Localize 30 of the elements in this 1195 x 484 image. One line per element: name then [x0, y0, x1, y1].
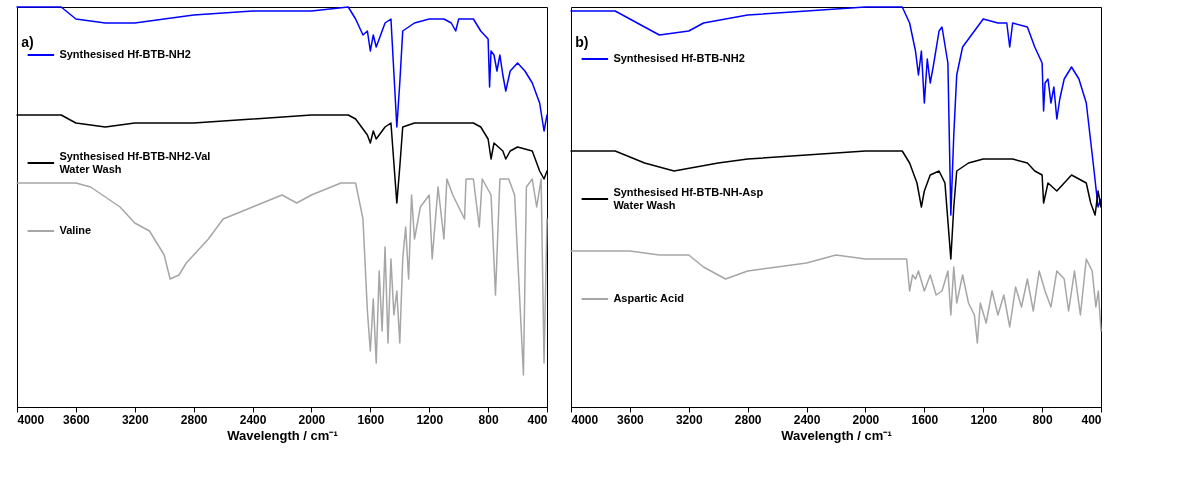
legend-label: Synthesised Hf-BTB-NH2 — [59, 48, 191, 60]
legend-label: Synthesised Hf-BTB-NH2-Val Water Wash — [59, 149, 211, 175]
x-tick-label: 3200 — [675, 412, 703, 427]
x-tick-label: 1200 — [970, 412, 998, 427]
x-tick-label: 400 — [1081, 412, 1102, 427]
x-tick-label: 4000 — [17, 412, 45, 427]
x-tick-label: 2400 — [793, 412, 821, 427]
text: a) — [21, 34, 34, 51]
x-tick-label: 800 — [478, 412, 499, 427]
x-tick-label: 400 — [527, 412, 548, 427]
x-tick-label: 1600 — [357, 412, 385, 427]
x-tick-label: 2800 — [180, 412, 208, 427]
x-tick-label: 4000 — [571, 412, 599, 427]
legend-label: Aspartic Acid — [613, 292, 684, 304]
x-tick-label: 2800 — [734, 412, 762, 427]
legend-label: Valine — [59, 224, 92, 236]
x-tick-label: 2000 — [852, 412, 880, 427]
x-tick-label: 3600 — [617, 412, 645, 427]
x-tick-label: 2400 — [239, 412, 267, 427]
x-tick-label: 1600 — [911, 412, 939, 427]
legend-label: Synthesised Hf-BTB-NH-Asp Water Wash — [613, 185, 764, 211]
text: b) — [575, 34, 589, 51]
x-axis-title: Wavelength / cm⁻¹ — [781, 427, 892, 443]
legend-label: Synthesised Hf-BTB-NH2 — [613, 52, 745, 64]
x-tick-label: 800 — [1032, 412, 1053, 427]
x-tick-label: 3200 — [121, 412, 149, 427]
x-axis-title: Wavelength / cm⁻¹ — [227, 427, 338, 443]
x-tick-label: 1200 — [416, 412, 444, 427]
x-tick-label: 2000 — [298, 412, 326, 427]
x-tick-label: 3600 — [63, 412, 91, 427]
